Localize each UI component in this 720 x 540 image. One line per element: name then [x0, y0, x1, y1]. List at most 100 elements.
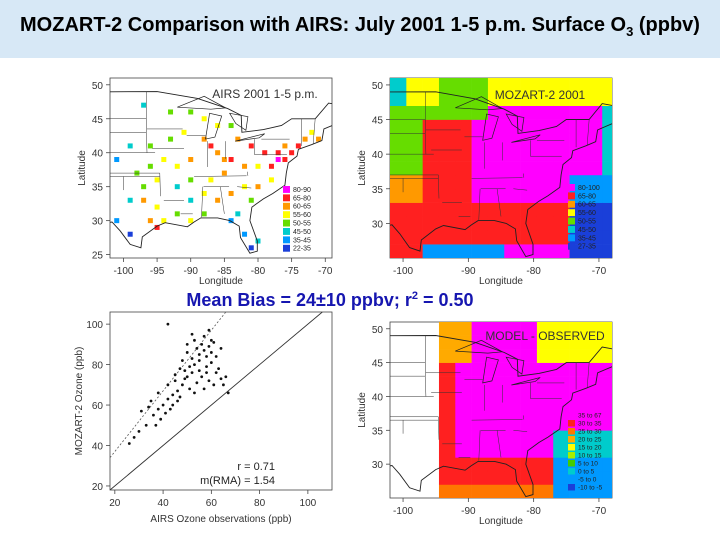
mozart-cell — [390, 174, 407, 190]
mozart-cell — [455, 244, 472, 258]
airs-map-ytick-label: 30 — [92, 217, 104, 228]
scatter-point — [212, 340, 216, 344]
mozart-cell — [504, 78, 521, 93]
diff-cell — [553, 470, 570, 485]
mozart-cell — [553, 230, 570, 245]
diff-cell — [536, 457, 554, 472]
diff-cell — [455, 484, 472, 498]
mozart-cell — [438, 147, 456, 162]
mozart-cell — [520, 230, 538, 245]
diff-cell — [585, 470, 603, 485]
diff-map-legend-label: 30 to 35 — [578, 421, 602, 428]
scatter-ytick-label: 20 — [92, 482, 104, 493]
mozart-cell — [553, 244, 570, 258]
airs-cell — [289, 150, 295, 156]
diff-map-state-border — [513, 430, 528, 432]
mozart-map-title: MOZART-2 2001 — [495, 88, 586, 102]
mozart-cell — [487, 216, 505, 231]
mozart-cell — [438, 216, 456, 231]
diff-cell — [520, 322, 538, 336]
mozart-cell — [422, 161, 440, 176]
airs-cell — [295, 143, 301, 149]
mozart-map-ytick-label: 30 — [372, 219, 384, 230]
mozart-map-legend-label: 65-80 — [578, 193, 596, 200]
diff-map-lake — [505, 356, 525, 375]
diff-cell — [536, 322, 554, 336]
airs-map-lake — [235, 133, 265, 142]
diff-cell — [438, 376, 456, 390]
diff-cell — [504, 335, 521, 350]
mozart-cell — [390, 161, 407, 176]
airs-map-legend-label: 50-55 — [293, 221, 311, 228]
diff-map-legend-swatch — [568, 444, 575, 451]
diff-cell — [438, 322, 456, 336]
diff-cell — [569, 322, 587, 336]
mozart-cell — [602, 244, 612, 258]
diff-cell — [536, 349, 554, 363]
diff-cell — [602, 389, 612, 404]
airs-map-state-border — [237, 186, 252, 189]
airs-map-xtick-label: -80 — [251, 266, 266, 277]
diff-cell — [455, 443, 472, 458]
diff-cell — [569, 335, 587, 350]
mozart-cell — [471, 161, 489, 176]
mozart-cell — [553, 105, 570, 120]
diff-cell — [536, 362, 554, 377]
diff-cell — [553, 443, 570, 458]
airs-cell — [255, 238, 261, 244]
diff-map-legend-label: 25 to 30 — [578, 429, 602, 436]
airs-map-ytick-label: 50 — [92, 81, 104, 92]
airs-map-legend-label: 65-80 — [293, 195, 311, 202]
diff-cell — [585, 416, 603, 431]
mozart-model-map: 30 35 40 45 50 -100 -90 -80 -70 Longitude Latitude… — [357, 77, 613, 287]
diff-cell — [520, 362, 538, 377]
mozart-cell — [438, 202, 456, 217]
mozart-cell — [602, 230, 612, 245]
diff-cell — [520, 457, 538, 472]
airs-map-state-border — [146, 132, 148, 153]
diff-cell — [520, 349, 538, 363]
mozart-cell — [520, 105, 538, 120]
airs-map-state-border — [246, 171, 249, 176]
scatter-ytick-label: 100 — [86, 320, 103, 331]
airs-map-legend-swatch — [283, 202, 290, 210]
diff-cell — [438, 443, 456, 458]
airs-cell — [147, 143, 153, 149]
diff-cell — [471, 484, 489, 498]
scatter-point — [224, 375, 228, 379]
mozart-cell — [487, 202, 505, 217]
scatter-point — [197, 353, 201, 356]
mozart-cell — [455, 119, 472, 134]
scatter-point — [176, 389, 179, 393]
diff-cell — [471, 403, 489, 418]
diff-cell — [536, 443, 554, 458]
mozart-map-lake — [505, 113, 525, 132]
diff-cell — [553, 335, 570, 350]
mozart-cell — [536, 119, 554, 134]
diff-cell — [602, 376, 612, 390]
scatter-point — [193, 338, 196, 342]
airs-cell — [201, 190, 207, 196]
diff-map-state-border — [586, 362, 590, 388]
diff-cell — [438, 430, 456, 445]
airs-cell — [302, 136, 308, 142]
scatter-point — [164, 411, 167, 415]
mozart-cell — [455, 216, 472, 231]
airs-cell — [174, 163, 180, 169]
airs-cell — [248, 143, 254, 149]
diff-cell — [504, 470, 521, 485]
mozart-cell — [602, 78, 612, 93]
mozart-cell — [487, 230, 505, 245]
diff-map-xlabel: Longitude — [479, 516, 523, 527]
mozart-cell — [536, 202, 554, 217]
diff-cell — [602, 457, 612, 472]
airs-cell — [161, 218, 167, 224]
scatter-point — [195, 347, 199, 350]
airs-map-legend-label: 60-65 — [293, 204, 311, 211]
mozart-cell — [487, 105, 505, 120]
scatter-r-annotation: r = 0.71 — [237, 461, 275, 473]
diff-cell — [487, 403, 505, 418]
airs-map-legend-label: 45-50 — [293, 229, 311, 236]
mozart-map-legend-swatch — [568, 234, 575, 242]
scatter-point — [156, 407, 160, 411]
